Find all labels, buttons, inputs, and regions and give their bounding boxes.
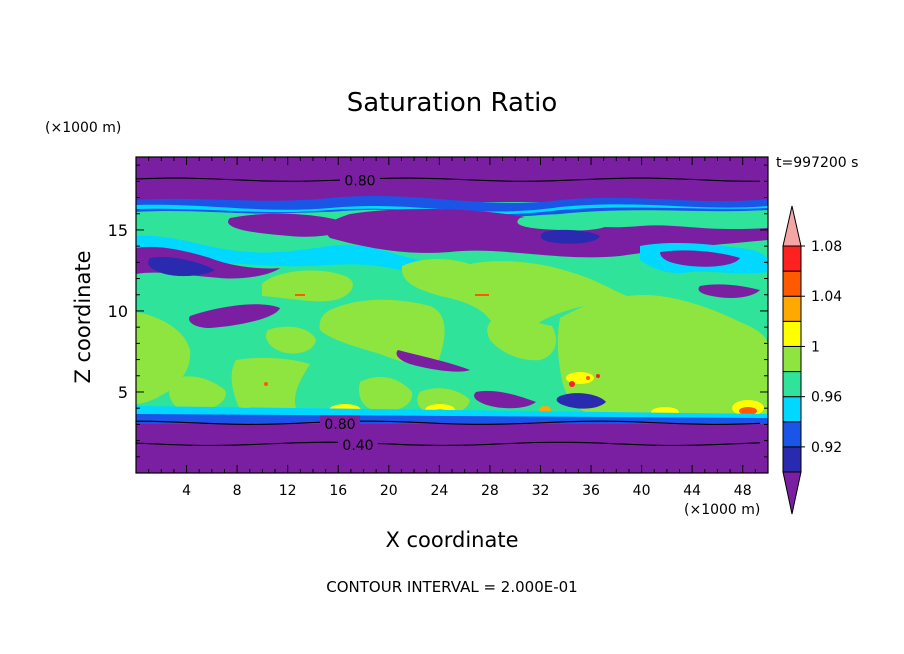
contour-line: [135, 177, 761, 182]
colorbar-swatch: [782, 371, 802, 398]
contour-label-bg: [340, 172, 380, 187]
colorbar-label: 1.04: [811, 289, 842, 305]
colorbar-swatch: [782, 345, 802, 373]
colorbar-swatch: [782, 320, 802, 347]
y-tick-label: 5: [118, 383, 128, 402]
colorbar-swatch: [782, 446, 802, 473]
colorbar-label: 0.92: [811, 440, 842, 456]
x-tick-label: 40: [633, 483, 651, 499]
contour-interval-note: CONTOUR INTERVAL = 2.000E-01: [326, 578, 578, 596]
y-tick-label: 10: [108, 302, 128, 321]
x-tick-label: 32: [532, 483, 550, 499]
colorbar-label: 1.08: [811, 239, 842, 255]
y-axis-ticks: 5 10 15: [108, 164, 768, 458]
contour-line: [135, 420, 761, 425]
x-tick-label: 12: [279, 483, 297, 499]
colorbar-swatch: [782, 295, 802, 322]
colorbar-swatch: [782, 421, 802, 448]
x-tick-label: 28: [481, 483, 499, 499]
x-tick-label: 4: [182, 483, 191, 499]
colorbar-swatch: [782, 471, 802, 515]
contour-field: [136, 157, 768, 473]
x-tick-label: 8: [233, 483, 242, 499]
contour-line: [135, 441, 761, 446]
x-tick-label: 36: [582, 483, 600, 499]
contour-label: 0.40: [342, 438, 373, 454]
contour-lines: 0.80 0.80 0.40: [135, 172, 761, 454]
x-tick-label: 24: [430, 483, 448, 499]
x-axis-ticks: 4 8 12 16 20 24 28 32 36 40 44 48: [148, 157, 756, 499]
contour-label: 0.80: [324, 417, 355, 433]
x-tick-label: 48: [734, 483, 752, 499]
chart-title: Saturation Ratio: [346, 88, 558, 118]
colorbar-swatch: [782, 245, 802, 272]
y-axis-unit: (×1000 m): [45, 120, 122, 136]
x-axis-label: X coordinate: [385, 528, 519, 552]
x-tick-label: 44: [683, 483, 701, 499]
contour-label-bg: [320, 415, 360, 430]
colorbar-swatch: [782, 396, 802, 423]
x-axis-unit: (×1000 m): [684, 502, 761, 518]
colorbar-swatch: [782, 205, 802, 247]
time-label: t=997200 s: [776, 155, 859, 171]
contour-label: 0.80: [344, 174, 375, 190]
x-tick-label: 16: [329, 483, 347, 499]
colorbar: 0.92 0.96 1 1.04 1.08: [782, 205, 842, 515]
colorbar-label: 0.96: [811, 390, 842, 406]
x-tick-label: 20: [380, 483, 398, 499]
colorbar-label: 1: [811, 339, 820, 355]
colorbar-swatch: [782, 270, 802, 297]
y-tick-label: 15: [108, 221, 128, 240]
contour-label-bg: [338, 436, 378, 451]
